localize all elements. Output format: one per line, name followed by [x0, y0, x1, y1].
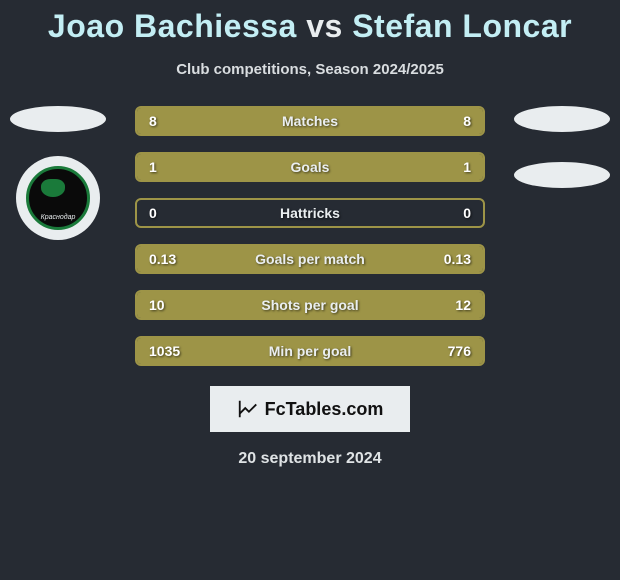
club-placeholder-icon: [514, 162, 610, 188]
stat-value-right: 776: [448, 343, 483, 359]
stat-value-right: 12: [455, 297, 483, 313]
chart-icon: [237, 398, 259, 420]
club-badge: Краснодар: [16, 156, 100, 240]
left-club-column: Краснодар: [8, 106, 108, 240]
stat-label: Goals per match: [137, 251, 483, 267]
bull-icon: [41, 179, 65, 197]
stat-label: Goals: [137, 159, 483, 175]
player1-name: Joao Bachiessa: [48, 8, 297, 44]
vs-text: vs: [306, 8, 343, 44]
right-club-column: [512, 106, 612, 188]
stat-label: Hattricks: [137, 205, 483, 221]
comparison-title: Joao Bachiessa vs Stefan Loncar: [0, 0, 620, 45]
stat-value-right: 1: [463, 159, 483, 175]
stat-value-right: 8: [463, 113, 483, 129]
stat-value-right: 0: [463, 205, 483, 221]
stat-label: Min per goal: [137, 343, 483, 359]
subtitle: Club competitions, Season 2024/2025: [0, 61, 620, 78]
branding-box: FcTables.com: [210, 386, 410, 432]
stat-label: Shots per goal: [137, 297, 483, 313]
stat-label: Matches: [137, 113, 483, 129]
club-badge-inner: Краснодар: [26, 166, 90, 230]
club-placeholder-icon: [10, 106, 106, 132]
stat-row: 1035Min per goal776: [135, 336, 485, 366]
player2-name: Stefan Loncar: [352, 8, 572, 44]
stat-row: 0Hattricks0: [135, 198, 485, 228]
stat-row: 8Matches8: [135, 106, 485, 136]
snapshot-date: 20 september 2024: [0, 450, 620, 468]
stat-row: 1Goals1: [135, 152, 485, 182]
main-content: Краснодар 8Matches8 1Goals1 0Hattricks0 0.1…: [0, 106, 620, 366]
club-badge-label: Краснодар: [29, 214, 87, 221]
stat-row: 0.13Goals per match0.13: [135, 244, 485, 274]
branding-label: FcTables.com: [265, 399, 384, 420]
stat-value-right: 0.13: [444, 251, 483, 267]
stat-row: 10Shots per goal12: [135, 290, 485, 320]
club-placeholder-icon: [514, 106, 610, 132]
stats-rows: 8Matches8 1Goals1 0Hattricks0 0.13Goals per…: [135, 106, 485, 366]
